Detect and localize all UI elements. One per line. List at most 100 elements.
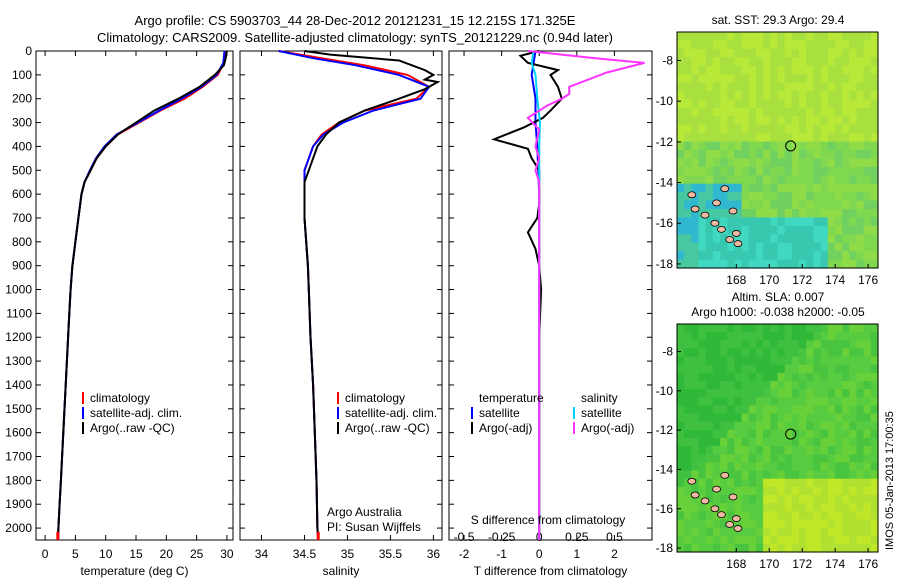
heatmap-cell: [763, 158, 771, 168]
heatmap-cell: [748, 348, 757, 358]
heatmap-cell: [777, 133, 786, 143]
heatmap-cell: [820, 141, 829, 151]
heatmap-cell: [784, 486, 793, 496]
heatmap-cell: [820, 356, 829, 366]
heatmap-cell: [863, 251, 872, 261]
heatmap-cell: [684, 209, 692, 218]
heatmap-cell: [763, 40, 771, 50]
heatmap-cell: [834, 99, 843, 109]
heatmap-cell: [741, 364, 750, 374]
heatmap-cell: [756, 32, 764, 41]
heatmap-cell: [734, 397, 743, 406]
heatmap-cell: [748, 372, 757, 382]
heatmap-cell: [827, 340, 836, 349]
series-argo-line: [303, 50, 441, 541]
heatmap-cell: [842, 535, 850, 545]
heatmap-cell: [849, 65, 858, 75]
heatmap-cell: [777, 356, 786, 366]
heatmap-cell: [684, 381, 692, 390]
heatmap-cell: [870, 141, 879, 151]
heatmap-cell: [870, 462, 879, 472]
heatmap-cell: [784, 209, 793, 218]
heatmap-cell: [784, 166, 793, 176]
heatmap-cell: [799, 166, 807, 176]
heatmap-cell: [863, 65, 872, 75]
heatmap-cell: [791, 225, 800, 235]
heatmap-cell: [698, 527, 707, 537]
heatmap-cell: [842, 116, 850, 126]
heatmap-cell: [784, 133, 793, 143]
heatmap-cell: [820, 340, 829, 349]
heatmap-cell: [727, 150, 736, 159]
heatmap-cell: [763, 519, 771, 529]
heatmap-cell: [734, 446, 743, 455]
island-shape: [717, 225, 726, 233]
heatmap-cell: [870, 99, 879, 109]
heatmap-cell: [684, 141, 692, 151]
heatmap-cell: [827, 535, 836, 545]
heatmap-cell: [720, 405, 728, 415]
heatmap-cell: [806, 32, 814, 41]
heatmap-cell: [806, 381, 814, 390]
heatmap-cell: [791, 332, 800, 341]
sla-map-subtitle: Argo h1000: -0.038 h2000: -0.05: [691, 305, 865, 319]
heatmap-cell: [784, 470, 793, 480]
heatmap-cell: [856, 389, 865, 398]
heatmap-cell: [820, 48, 829, 58]
heatmap-cell: [705, 158, 714, 168]
heatmap-cell: [842, 48, 850, 58]
heatmap-cell: [827, 421, 836, 431]
heatmap-cell: [820, 364, 829, 374]
heatmap-cell: [820, 40, 829, 50]
argo-position-marker: [785, 140, 797, 152]
heatmap-cell: [684, 175, 692, 185]
heatmap-cell: [770, 429, 779, 439]
heatmap-cell: [849, 438, 858, 447]
heatmap-cell: [734, 356, 743, 366]
y-tick-label: 300: [12, 116, 32, 130]
heatmap-cell: [734, 183, 743, 193]
heatmap-cell: [763, 332, 771, 341]
heatmap-cell: [741, 356, 750, 366]
heatmap-cell: [791, 543, 800, 553]
heatmap-cell: [712, 462, 721, 472]
heatmap-cell: [691, 225, 700, 235]
heatmap-cell: [756, 158, 764, 168]
heatmap-cell: [784, 340, 793, 349]
heatmap-cell: [820, 150, 829, 159]
heatmap-cell: [791, 234, 800, 244]
heatmap-cell: [727, 116, 736, 126]
heatmap-cell: [756, 141, 764, 151]
heatmap-cell: [849, 82, 858, 92]
heatmap-cell: [734, 372, 743, 382]
heatmap-cell: [791, 57, 800, 67]
heatmap-cell: [770, 511, 779, 520]
heatmap-cell: [712, 234, 721, 244]
heatmap-cell: [806, 183, 814, 193]
heatmap-cell: [691, 381, 700, 390]
heatmap-cell: [677, 225, 685, 235]
heatmap-cell: [870, 183, 879, 193]
heatmap-cell: [720, 40, 728, 50]
heatmap-cell: [863, 124, 872, 134]
heatmap-cell: [863, 57, 872, 67]
heatmap-cell: [727, 259, 736, 269]
heatmap-cell: [806, 166, 814, 176]
heatmap-cell: [677, 32, 685, 41]
heatmap-cell: [799, 519, 807, 529]
heatmap-cell: [791, 99, 800, 109]
heatmap-cell: [684, 511, 692, 520]
heatmap-cell: [756, 543, 764, 553]
heatmap-cell: [849, 209, 858, 218]
heatmap-cell: [720, 503, 728, 512]
heatmap-cell: [691, 141, 700, 151]
heatmap-cell: [698, 82, 707, 92]
heatmap-cell: [784, 397, 793, 406]
heatmap-cell: [870, 324, 879, 333]
heatmap-cell: [777, 200, 786, 210]
heatmap-cell: [799, 242, 807, 252]
heatmap-cell: [856, 543, 865, 553]
heatmap-cell: [777, 478, 786, 488]
heatmap-cell: [748, 91, 757, 100]
heatmap-cell: [763, 251, 771, 261]
